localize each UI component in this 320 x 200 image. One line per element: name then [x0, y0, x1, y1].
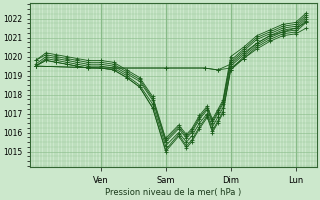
X-axis label: Pression niveau de la mer( hPa ): Pression niveau de la mer( hPa ): [105, 188, 242, 197]
